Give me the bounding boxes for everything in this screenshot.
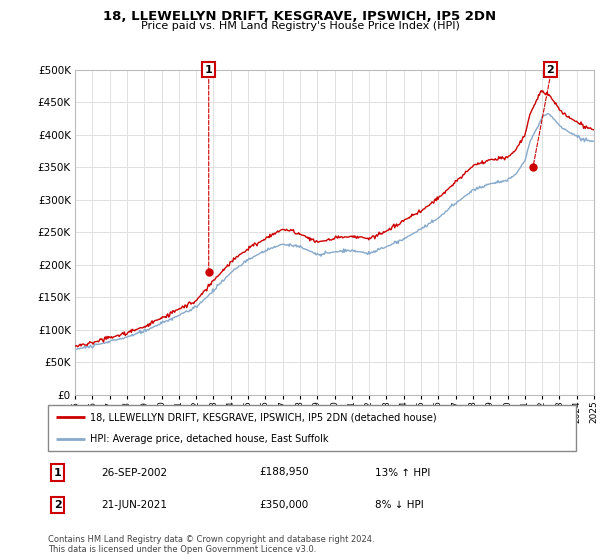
Text: £350,000: £350,000	[259, 500, 308, 510]
Text: 2: 2	[547, 64, 554, 74]
Text: Contains HM Land Registry data © Crown copyright and database right 2024.
This d: Contains HM Land Registry data © Crown c…	[48, 535, 374, 554]
Text: HPI: Average price, detached house, East Suffolk: HPI: Average price, detached house, East…	[90, 435, 329, 444]
Text: 21-JUN-2021: 21-JUN-2021	[101, 500, 167, 510]
Text: Price paid vs. HM Land Registry's House Price Index (HPI): Price paid vs. HM Land Registry's House …	[140, 21, 460, 31]
Text: 1: 1	[205, 64, 212, 74]
Text: 1: 1	[53, 468, 61, 478]
Text: 18, LLEWELLYN DRIFT, KESGRAVE, IPSWICH, IP5 2DN (detached house): 18, LLEWELLYN DRIFT, KESGRAVE, IPSWICH, …	[90, 412, 437, 422]
Text: 18, LLEWELLYN DRIFT, KESGRAVE, IPSWICH, IP5 2DN: 18, LLEWELLYN DRIFT, KESGRAVE, IPSWICH, …	[103, 10, 497, 22]
Text: £188,950: £188,950	[259, 468, 309, 478]
Text: 26-SEP-2002: 26-SEP-2002	[101, 468, 167, 478]
Text: 2: 2	[53, 500, 61, 510]
FancyBboxPatch shape	[48, 405, 576, 451]
Text: 8% ↓ HPI: 8% ↓ HPI	[376, 500, 424, 510]
Text: 13% ↑ HPI: 13% ↑ HPI	[376, 468, 431, 478]
